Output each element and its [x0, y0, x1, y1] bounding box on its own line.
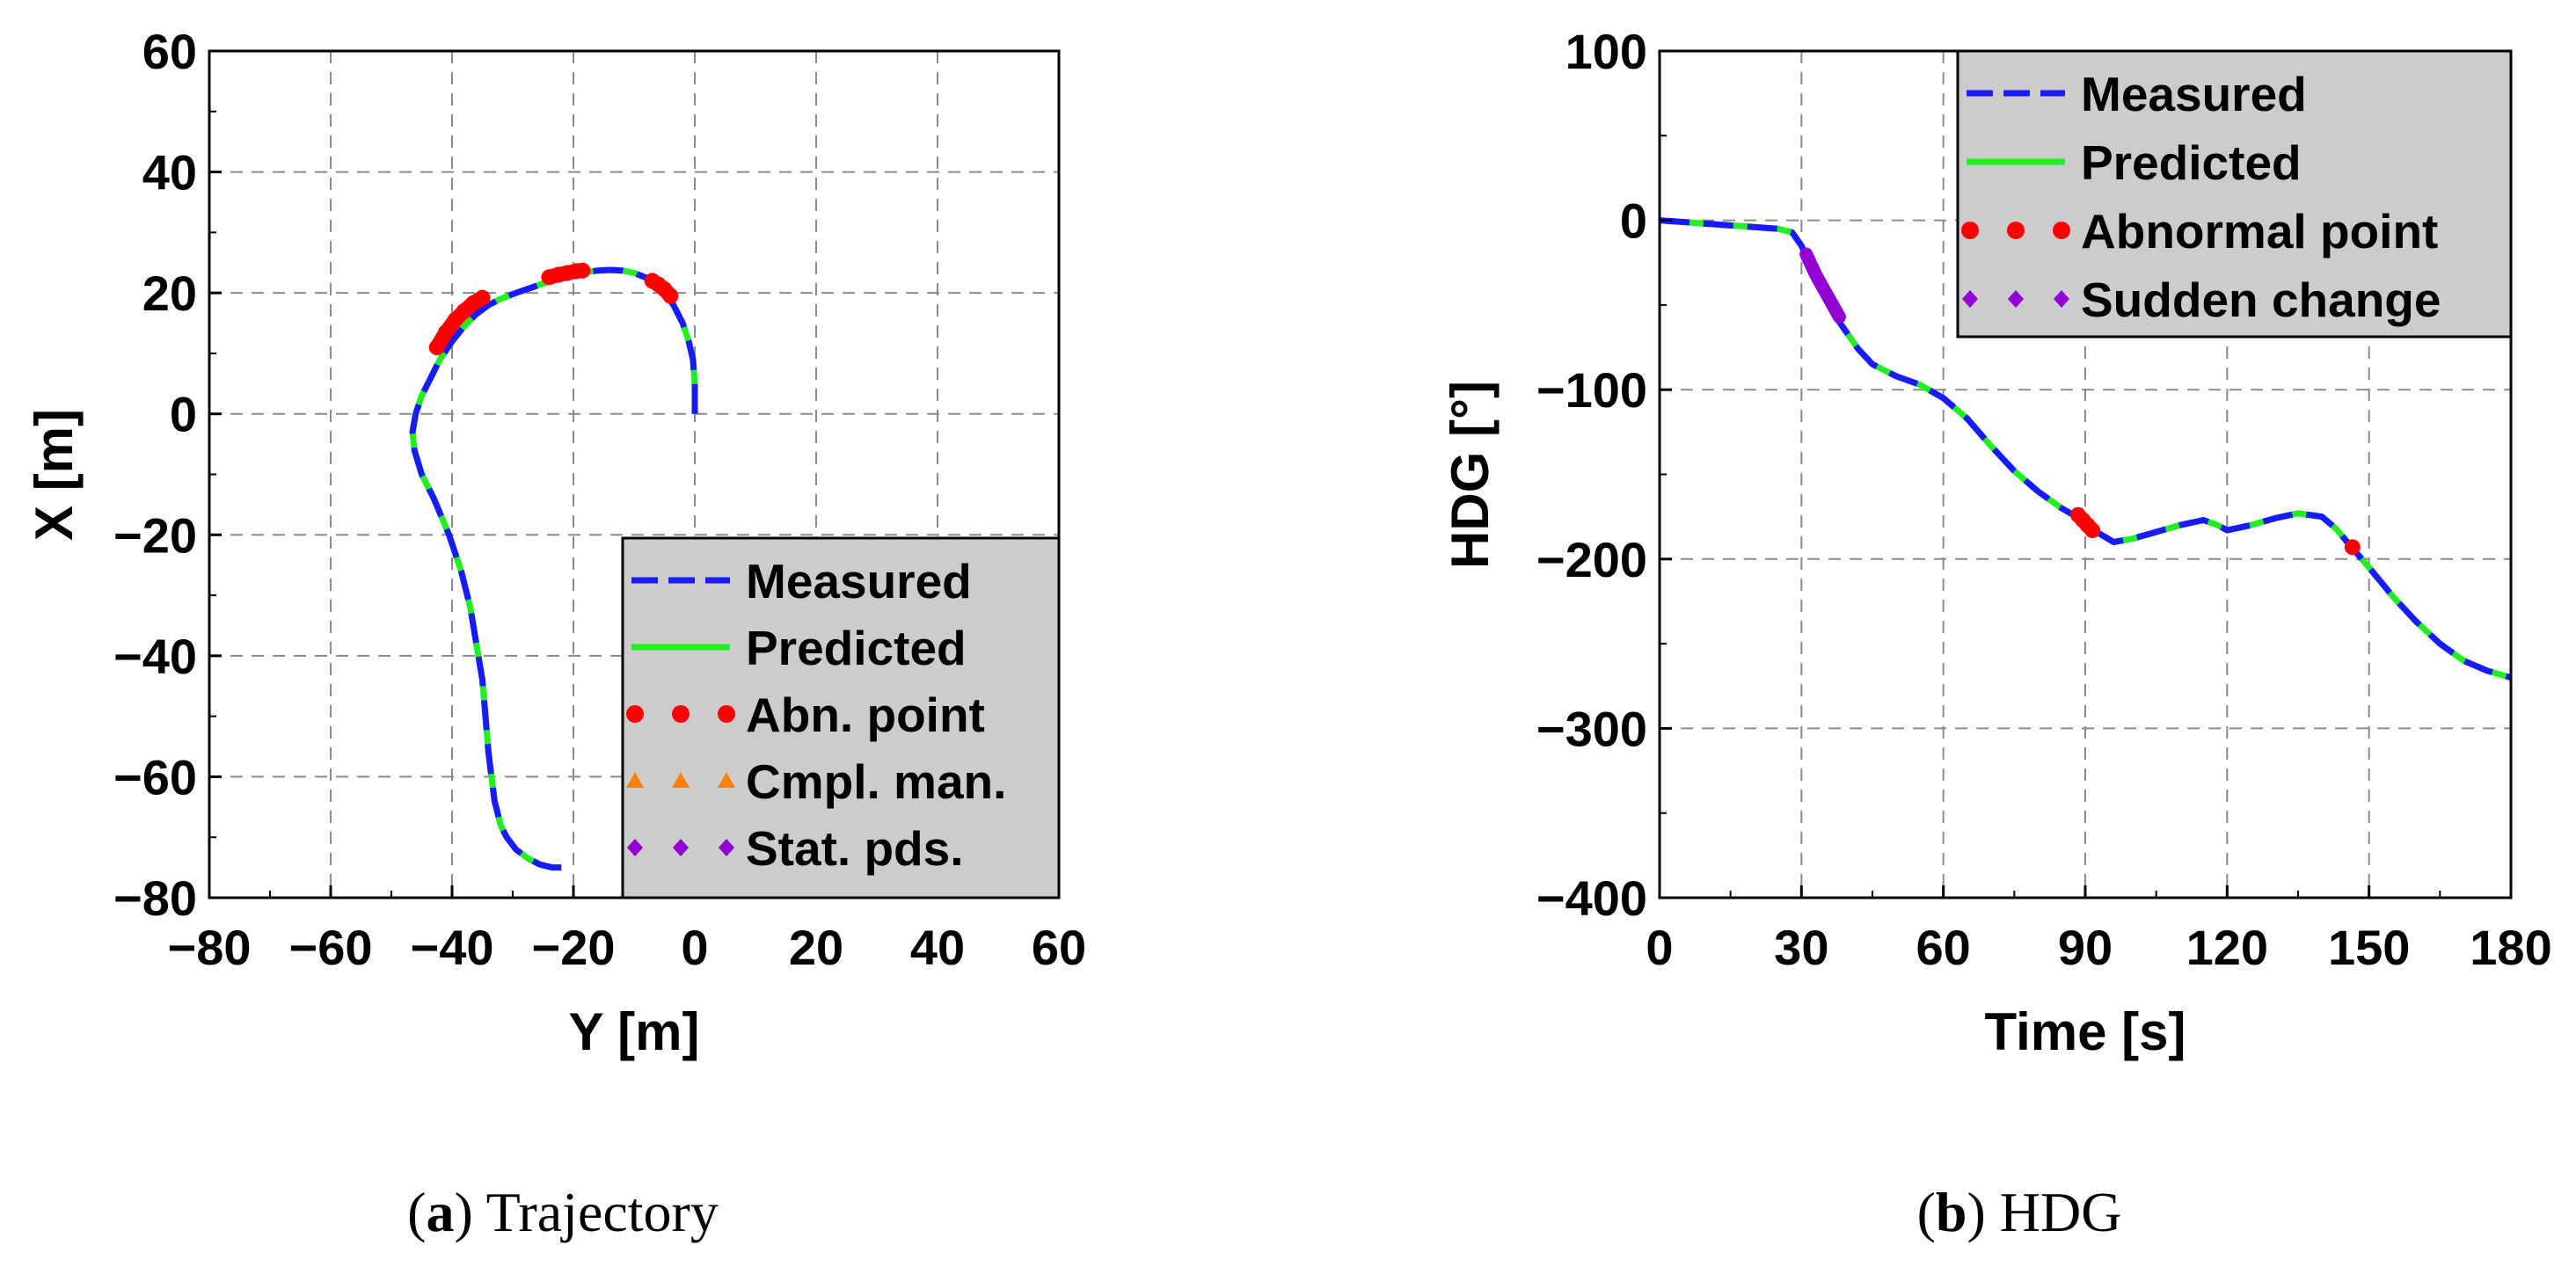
- x-tick-label: 0: [1646, 920, 1673, 975]
- marker-point: [474, 289, 491, 306]
- legend-a: Measured Predicted Abn. point Cmpl. man. Sta…: [621, 536, 1061, 899]
- y-tick-label: −100: [1536, 362, 1647, 418]
- x-axis-label-b: Time [s]: [1985, 1002, 2186, 1061]
- y-axis-label-a: X [m]: [25, 409, 84, 541]
- legend-label: Measured: [2081, 67, 2307, 121]
- legend-symbol-circle: [2007, 222, 2025, 239]
- marker-point: [574, 262, 591, 279]
- legend-symbol-triangle: [718, 772, 735, 788]
- x-tick-label: 40: [910, 920, 965, 975]
- marker-point: [428, 339, 445, 356]
- y-tick-label: −80: [113, 870, 197, 926]
- marker-point: [662, 288, 679, 304]
- legend-b: Measured Predicted Abnormal point Sudden ch…: [1956, 49, 2513, 339]
- legend-symbol-circle: [718, 705, 735, 723]
- y-tick-label: −40: [113, 629, 197, 684]
- x-tick-label: 30: [1774, 920, 1828, 975]
- legend-label: Abn. point: [746, 688, 985, 742]
- x-tick-label: −80: [168, 920, 252, 975]
- y-tick-label: 0: [170, 387, 197, 442]
- y-tick-label: −300: [1536, 701, 1647, 756]
- y-tick-label: 60: [142, 24, 197, 79]
- legend-symbol-circle: [2053, 222, 2070, 239]
- legend-box: [1956, 49, 2513, 339]
- caption-text-a: Trajectory: [486, 1181, 719, 1243]
- x-tick-label: −60: [289, 920, 373, 975]
- legend-symbol-diamond: [2008, 290, 2024, 308]
- y-tick-label: 40: [142, 145, 197, 200]
- caption-letter-b: b: [1936, 1181, 1967, 1243]
- legend-label: Predicted: [2081, 135, 2302, 190]
- marker-point: [1833, 310, 1846, 324]
- x-tick-label: 20: [789, 920, 843, 975]
- marker-point: [2084, 522, 2101, 539]
- legend-symbol-diamond: [1962, 290, 1978, 308]
- marker-point: [1805, 258, 1818, 271]
- caption-letter-a: a: [426, 1181, 454, 1243]
- series-measured-line: [409, 266, 698, 871]
- legend-label: Cmpl. man.: [746, 754, 1006, 809]
- marker-point: [1799, 248, 1813, 261]
- y-tick-label: −60: [113, 749, 197, 805]
- legend-symbol-diamond: [2054, 290, 2069, 308]
- legend-symbol-circle: [626, 705, 644, 723]
- marker-point: [2344, 539, 2361, 556]
- series-a: [409, 262, 698, 871]
- legend-symbol-circle: [1961, 222, 1979, 239]
- series-b: [1660, 217, 2511, 681]
- legend-label: Measured: [746, 554, 972, 608]
- legend-label: Stat. pds.: [746, 821, 964, 876]
- x-tick-label: 60: [1032, 920, 1086, 975]
- x-tick-label: 0: [681, 920, 708, 975]
- legend-symbol-diamond: [627, 839, 643, 856]
- legend-symbol-triangle: [672, 772, 690, 788]
- caption-a: (a) Trajectory: [407, 1181, 719, 1243]
- y-tick-label: −400: [1536, 870, 1647, 926]
- caption-b: (b) HDG: [1917, 1181, 2122, 1243]
- ticks-b: 0 30 60 90 120 150 180 −400 −300 −200 −100 0 100: [1536, 24, 2552, 975]
- x-tick-label: 120: [2186, 920, 2268, 975]
- chart-panel-b: 0 30 60 90 120 150 180 −400 −300 −200 −100 0 100 Mea…: [1441, 24, 2552, 1243]
- y-tick-label: −20: [113, 507, 197, 563]
- y-tick-label: 0: [1620, 193, 1647, 249]
- y-axis-label-b: HDG [°]: [1441, 381, 1500, 569]
- legend-label: Abnormal point: [2081, 204, 2438, 258]
- x-tick-label: −40: [411, 920, 494, 975]
- x-tick-label: 180: [2470, 920, 2551, 975]
- y-tick-label: 20: [142, 266, 197, 321]
- x-tick-label: 90: [2058, 920, 2113, 975]
- y-tick-label: 100: [1565, 24, 1647, 79]
- legend-symbol-diamond: [673, 839, 689, 856]
- legend-box: [621, 536, 1061, 899]
- legend-label: Sudden change: [2081, 273, 2441, 327]
- legend-symbol-diamond: [719, 839, 734, 856]
- x-axis-label-a: Y [m]: [569, 1002, 700, 1061]
- marker-point: [438, 324, 455, 340]
- x-tick-label: −20: [532, 920, 616, 975]
- x-tick-label: 150: [2328, 920, 2410, 975]
- y-tick-label: −200: [1536, 532, 1647, 587]
- legend-label: Predicted: [746, 621, 967, 675]
- ticks-a: −80 −60 −40 −20 0 20 40 60 −80 −60 −40 −20 0 20 40 60: [113, 24, 1086, 975]
- chart-panel-a: −80 −60 −40 −20 0 20 40 60 −80 −60 −40 −20 0 20 40 60 M…: [25, 24, 1086, 1243]
- legend-symbol-circle: [672, 705, 690, 723]
- legend-symbol-triangle: [626, 772, 644, 788]
- caption-text-b: HDG: [2000, 1181, 2122, 1243]
- x-tick-label: 60: [1916, 920, 1971, 975]
